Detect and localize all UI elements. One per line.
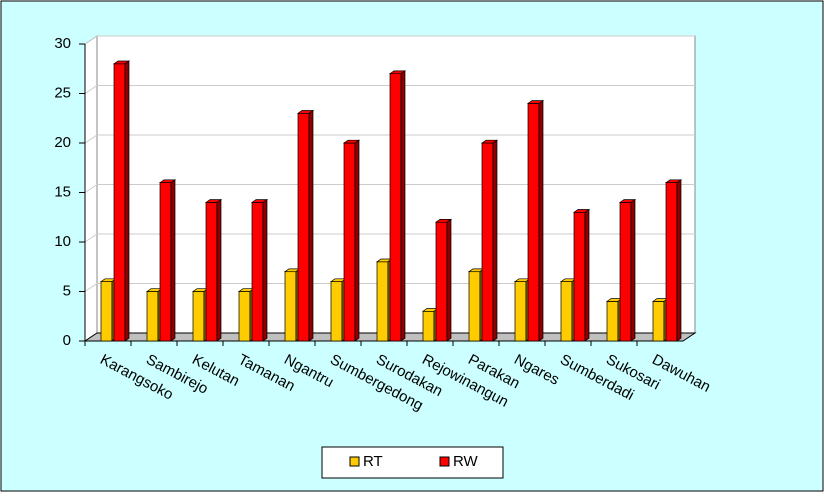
- grid-line: [84, 85, 695, 94]
- bar-front: [284, 271, 297, 342]
- bar-side: [216, 198, 222, 342]
- bar-front: [192, 291, 205, 342]
- legend-swatch: [439, 456, 450, 467]
- bar-front: [297, 112, 310, 342]
- bar: [204, 198, 223, 342]
- bar-side: [630, 198, 636, 342]
- bar-front: [422, 310, 435, 342]
- legend-label: RW: [453, 453, 479, 470]
- bar-side: [492, 139, 498, 342]
- bar: [618, 198, 637, 342]
- bar-front: [514, 281, 527, 342]
- bar-front: [159, 182, 172, 342]
- grid-line: [84, 134, 695, 144]
- bar-front: [100, 281, 113, 342]
- legend: RT RW: [321, 446, 504, 479]
- bar-front: [376, 261, 389, 342]
- bar-side: [308, 109, 314, 342]
- legend-label: RT: [363, 453, 383, 470]
- legend-swatch: [349, 456, 360, 467]
- bar-side: [538, 99, 544, 342]
- bar: [572, 208, 591, 342]
- bar: [158, 179, 177, 342]
- y-tick-label: 0: [63, 332, 71, 349]
- y-tick-label: 5: [63, 282, 71, 299]
- bar-side: [400, 70, 406, 342]
- bar-side: [676, 179, 682, 342]
- bar-side: [170, 179, 176, 342]
- bar: [664, 179, 683, 342]
- bar: [112, 60, 131, 342]
- bar-front: [481, 142, 494, 342]
- bar-front: [205, 202, 218, 342]
- bar: [434, 218, 453, 342]
- bar-side: [446, 218, 452, 342]
- bar-front: [665, 182, 678, 342]
- bar: [480, 139, 499, 342]
- bar-front: [343, 142, 356, 342]
- bar-side: [354, 139, 360, 342]
- bar-front: [389, 73, 402, 342]
- bar-front: [146, 291, 159, 342]
- grid-line: [84, 35, 695, 45]
- y-tick-label: 10: [54, 233, 71, 250]
- y-tick-label: 20: [54, 134, 71, 151]
- bar-side: [262, 198, 268, 342]
- bar-front: [330, 281, 343, 342]
- y-tick-label: 25: [54, 84, 71, 101]
- bar-front: [560, 281, 573, 342]
- y-tick-label: 15: [54, 183, 71, 200]
- bar-front: [468, 271, 481, 342]
- bar-front: [652, 301, 665, 342]
- bar: [526, 99, 545, 342]
- bar-side: [584, 208, 590, 342]
- bar-front: [435, 221, 448, 342]
- bar: [388, 70, 407, 342]
- bar-front: [619, 202, 632, 342]
- bar-front: [606, 301, 619, 342]
- bar-side: [124, 60, 130, 342]
- bar-front: [573, 211, 586, 342]
- y-tick-label: 30: [54, 35, 71, 52]
- bar-front: [251, 202, 264, 342]
- bar: [296, 109, 315, 342]
- bar-front: [238, 291, 251, 342]
- bar: [342, 139, 361, 342]
- bar-front: [527, 103, 540, 342]
- bar-front: [113, 63, 126, 342]
- bar: [250, 198, 269, 342]
